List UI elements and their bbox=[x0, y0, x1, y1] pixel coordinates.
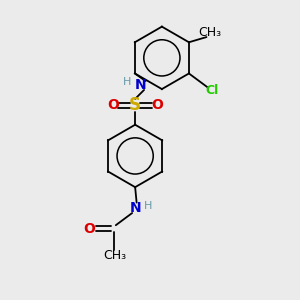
Text: H: H bbox=[123, 77, 131, 87]
Text: Cl: Cl bbox=[206, 84, 219, 97]
Text: CH₃: CH₃ bbox=[103, 249, 126, 262]
Text: S: S bbox=[129, 96, 141, 114]
Text: N: N bbox=[129, 201, 141, 215]
Text: CH₃: CH₃ bbox=[198, 26, 221, 39]
Text: O: O bbox=[152, 98, 164, 112]
Text: O: O bbox=[107, 98, 119, 112]
Text: N: N bbox=[134, 78, 146, 92]
Text: O: O bbox=[84, 222, 96, 236]
Text: H: H bbox=[143, 202, 152, 212]
